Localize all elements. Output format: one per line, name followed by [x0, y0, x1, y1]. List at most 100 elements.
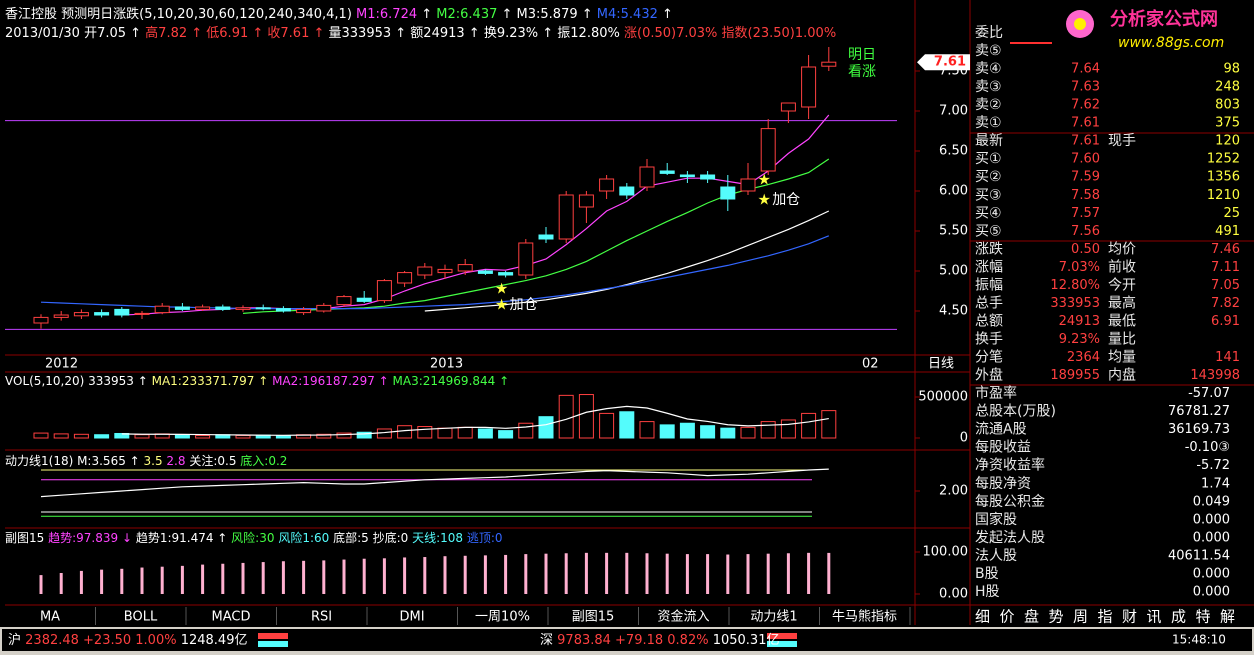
tab[interactable]: 副图15 [572, 610, 615, 625]
row-label: 最低 [1108, 313, 1136, 329]
x-tick-label: 2013 [430, 357, 463, 372]
row-label: 涨幅 [975, 259, 1003, 275]
finance-value: -57.07 [1188, 386, 1230, 401]
volume-ma-line [121, 405, 829, 436]
row-label: 均价 [1108, 241, 1136, 257]
finance-label: 发起法人股 [975, 530, 1045, 546]
tab[interactable]: 牛马熊指标 [832, 609, 897, 625]
stock-title-part: M3:5.879 [512, 7, 577, 22]
row-value: 7.03% [1059, 260, 1100, 275]
candle-body [801, 66, 817, 108]
tab[interactable]: 动力线1 [750, 610, 797, 625]
volume-bar [235, 435, 251, 439]
status-time: 15:48:10 [1172, 633, 1226, 647]
candle-body [134, 312, 150, 315]
row-label: 外盘 [975, 367, 1003, 384]
volume-bar [397, 425, 413, 439]
panel-tab[interactable]: 讯 [1147, 608, 1162, 626]
finance-label: 流通A股 [975, 422, 1027, 438]
panel-tab[interactable]: 财 [1122, 608, 1137, 626]
row-label: 前收 [1108, 258, 1136, 275]
row-label: 换手 [975, 331, 1003, 348]
panel-tab[interactable]: 势 [1049, 608, 1064, 626]
row-value: 7.82 [1211, 296, 1240, 311]
row-value: 7.57 [1071, 206, 1100, 221]
volume-bar [760, 421, 776, 439]
power-line [40, 468, 829, 498]
candle-body [619, 186, 635, 196]
row-value: 24913 [1059, 314, 1100, 329]
candle-body [599, 178, 615, 192]
annotation: 加仓 [772, 192, 800, 208]
quote-summary-part: 振12.80% [553, 26, 620, 41]
tab[interactable]: 资金流入 [657, 609, 709, 625]
power-header-part: 2.8 [163, 454, 186, 468]
volume-bar [316, 433, 332, 439]
tab[interactable]: RSI [311, 610, 332, 625]
row-value: 7.59 [1071, 170, 1100, 185]
panel-tab[interactable]: 细 [975, 608, 990, 626]
panel-tab[interactable]: 盘 [1024, 608, 1039, 626]
index-sz-part: 深 [540, 633, 553, 648]
sub-header-part: 趋势1:91.474 ↑ [132, 531, 227, 545]
candle-body [296, 308, 312, 314]
finance-label: 每股收益 [975, 440, 1031, 456]
row-label: 委比 [975, 25, 1003, 41]
candle-body [659, 170, 675, 174]
panel-tab[interactable]: 特 [1196, 608, 1211, 626]
volume-header: VOL(5,10,20) 333953 ↑ MA1:233371.797 ↑ M… [5, 374, 509, 388]
quote-summary: 2013/01/30 开7.05 ↑ 高7.82 ↑ 低6.91 ↑ 收7.61… [5, 25, 836, 41]
ma-line [40, 235, 830, 310]
quote-summary-part: 低6.91 ↑ [202, 26, 263, 41]
tab[interactable]: BOLL [124, 610, 158, 625]
status-gauge [767, 633, 797, 639]
y-tick-label: 100.00 [923, 545, 969, 560]
panel-tab[interactable]: 成 [1171, 608, 1186, 626]
row-value: 7.63 [1071, 80, 1100, 95]
quote-summary-part: 量333953 ↑ [324, 26, 406, 41]
finance-label: 每股净资 [975, 476, 1031, 492]
y-tick-label: 6.00 [939, 184, 968, 199]
row-value: 98 [1223, 62, 1240, 77]
candle-body [235, 307, 251, 310]
panel-tab[interactable]: 周 [1073, 608, 1088, 626]
row-label: 涨跌 [975, 241, 1003, 257]
panel-tab[interactable]: 价 [1000, 608, 1015, 626]
row-label: 均量 [1108, 350, 1136, 366]
ma-line [424, 210, 830, 312]
candle-body [275, 308, 291, 312]
tab[interactable]: DMI [399, 610, 424, 625]
row-value: 141 [1215, 350, 1240, 365]
panel-tab[interactable]: 指 [1098, 608, 1113, 626]
finance-value: 1.74 [1201, 476, 1230, 491]
row-label: 买④ [975, 205, 1002, 221]
tab[interactable]: MACD [212, 610, 251, 625]
row-value: 7.11 [1211, 260, 1240, 275]
row-value: 189955 [1050, 368, 1100, 383]
finance-value: 76781.27 [1168, 404, 1230, 419]
finance-label: H股 [975, 584, 1000, 600]
y-tick-label: 7.00 [939, 104, 968, 119]
candle-body [538, 234, 554, 240]
power-header-part: 3.5 [140, 454, 163, 468]
volume-header-part: MA3:214969.844 ↑ [389, 374, 509, 388]
quote-summary-part: 开7.05 ↑ [80, 26, 141, 41]
candle-body [255, 307, 271, 310]
sub-header-part: 风险:30 [227, 530, 274, 545]
finance-value: 0.000 [1193, 512, 1230, 527]
finance-value: -0.10③ [1185, 440, 1230, 455]
star: ★ [757, 171, 770, 189]
tab[interactable]: MA [40, 610, 60, 625]
row-label: 卖④ [975, 61, 1002, 77]
logo-name: 分析家公式网 [1110, 8, 1218, 30]
status-gauge [767, 641, 797, 647]
panel-tab[interactable]: 解 [1220, 608, 1235, 626]
stock-title-part: M1:6.724 [352, 7, 417, 22]
tab[interactable]: 一周10% [475, 610, 530, 625]
row-value: 375 [1215, 116, 1240, 131]
volume-bar [659, 424, 675, 439]
row-label: 分笔 [975, 350, 1003, 366]
volume-bar [700, 425, 716, 439]
